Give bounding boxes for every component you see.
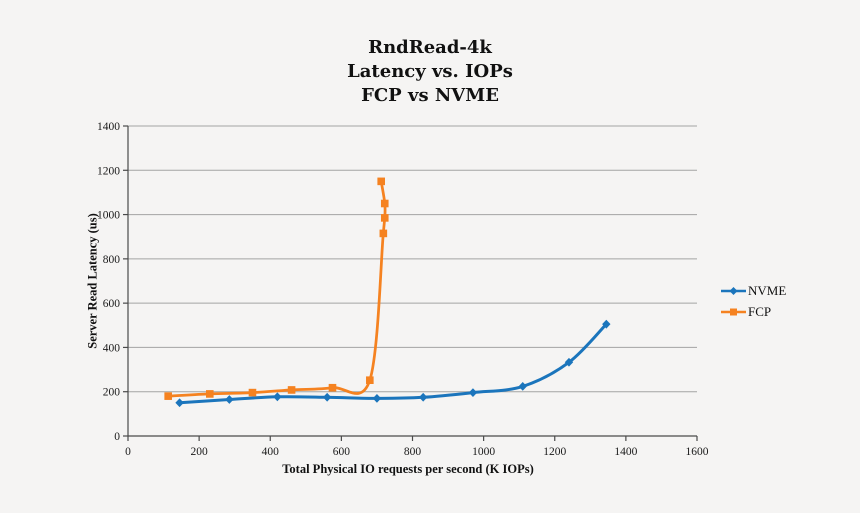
- fcp-marker: [287, 386, 296, 394]
- x-tick-label: 1400: [614, 446, 637, 458]
- y-tick-label: 600: [103, 298, 121, 310]
- nvme-marker: [372, 393, 382, 403]
- nvme-marker: [175, 398, 184, 408]
- x-axis-title: Total Physical IO requests per second (K…: [282, 462, 534, 476]
- y-tick-label: 800: [103, 254, 121, 266]
- y-tick-label: 1000: [97, 210, 120, 222]
- y-tick-label: 400: [103, 342, 121, 354]
- legend-item-fcp: FCP: [721, 301, 786, 322]
- nvme-marker: [418, 392, 428, 402]
- x-tick-label: 1200: [543, 446, 566, 458]
- chart-title-line-1: RndRead-4k: [368, 37, 492, 58]
- legend-item-nvme: NVME: [721, 280, 786, 301]
- legend-diamond-icon: [729, 286, 738, 295]
- nvme-marker: [518, 382, 527, 391]
- nvme-marker: [225, 395, 234, 404]
- y-tick-label: 1400: [97, 121, 120, 133]
- fcp-legend-marker-icon: [721, 308, 746, 315]
- x-tick-label: 600: [333, 446, 351, 458]
- nvme-marker: [602, 319, 611, 329]
- y-tick-label: 1200: [97, 165, 120, 177]
- fcp-marker: [380, 199, 389, 208]
- x-tick-label: 0: [125, 446, 131, 458]
- legend-square-icon: [730, 308, 737, 315]
- chart-title-line-2: Latency vs. IOPs: [347, 61, 513, 82]
- legend: NVME FCP: [721, 280, 786, 322]
- y-tick-label: 200: [103, 387, 121, 399]
- legend-label: NVME: [748, 282, 787, 298]
- y-axis-title: Server Read Latency (us): [85, 213, 100, 349]
- x-tick-label: 1000: [472, 446, 495, 458]
- x-tick-label: 400: [262, 446, 280, 458]
- fcp-marker: [379, 229, 388, 238]
- y-tick-label: 0: [114, 431, 120, 443]
- nvme-marker: [273, 392, 282, 402]
- chart-title-line-3: FCP vs NVME: [361, 85, 499, 106]
- fcp-line: [166, 180, 387, 398]
- fcp-marker: [366, 376, 374, 384]
- x-tick-label: 1600: [686, 446, 709, 458]
- fcp-marker: [164, 392, 172, 400]
- nvme-marker: [564, 357, 574, 367]
- fcp-marker: [377, 177, 386, 186]
- nvme-marker: [468, 388, 478, 397]
- nvme-legend-marker-icon: [721, 286, 746, 295]
- fcp-marker: [380, 214, 389, 222]
- fcp-marker: [248, 388, 257, 397]
- chart-title: RndRead-4k Latency vs. IOPs FCP vs NVME: [0, 36, 860, 108]
- nvme-line: [178, 322, 608, 405]
- legend-label: FCP: [748, 303, 772, 319]
- fcp-marker: [205, 390, 214, 398]
- x-tick-label: 800: [404, 446, 422, 458]
- nvme-marker: [322, 392, 332, 402]
- fcp-marker: [328, 383, 337, 392]
- x-tick-label: 200: [191, 446, 209, 458]
